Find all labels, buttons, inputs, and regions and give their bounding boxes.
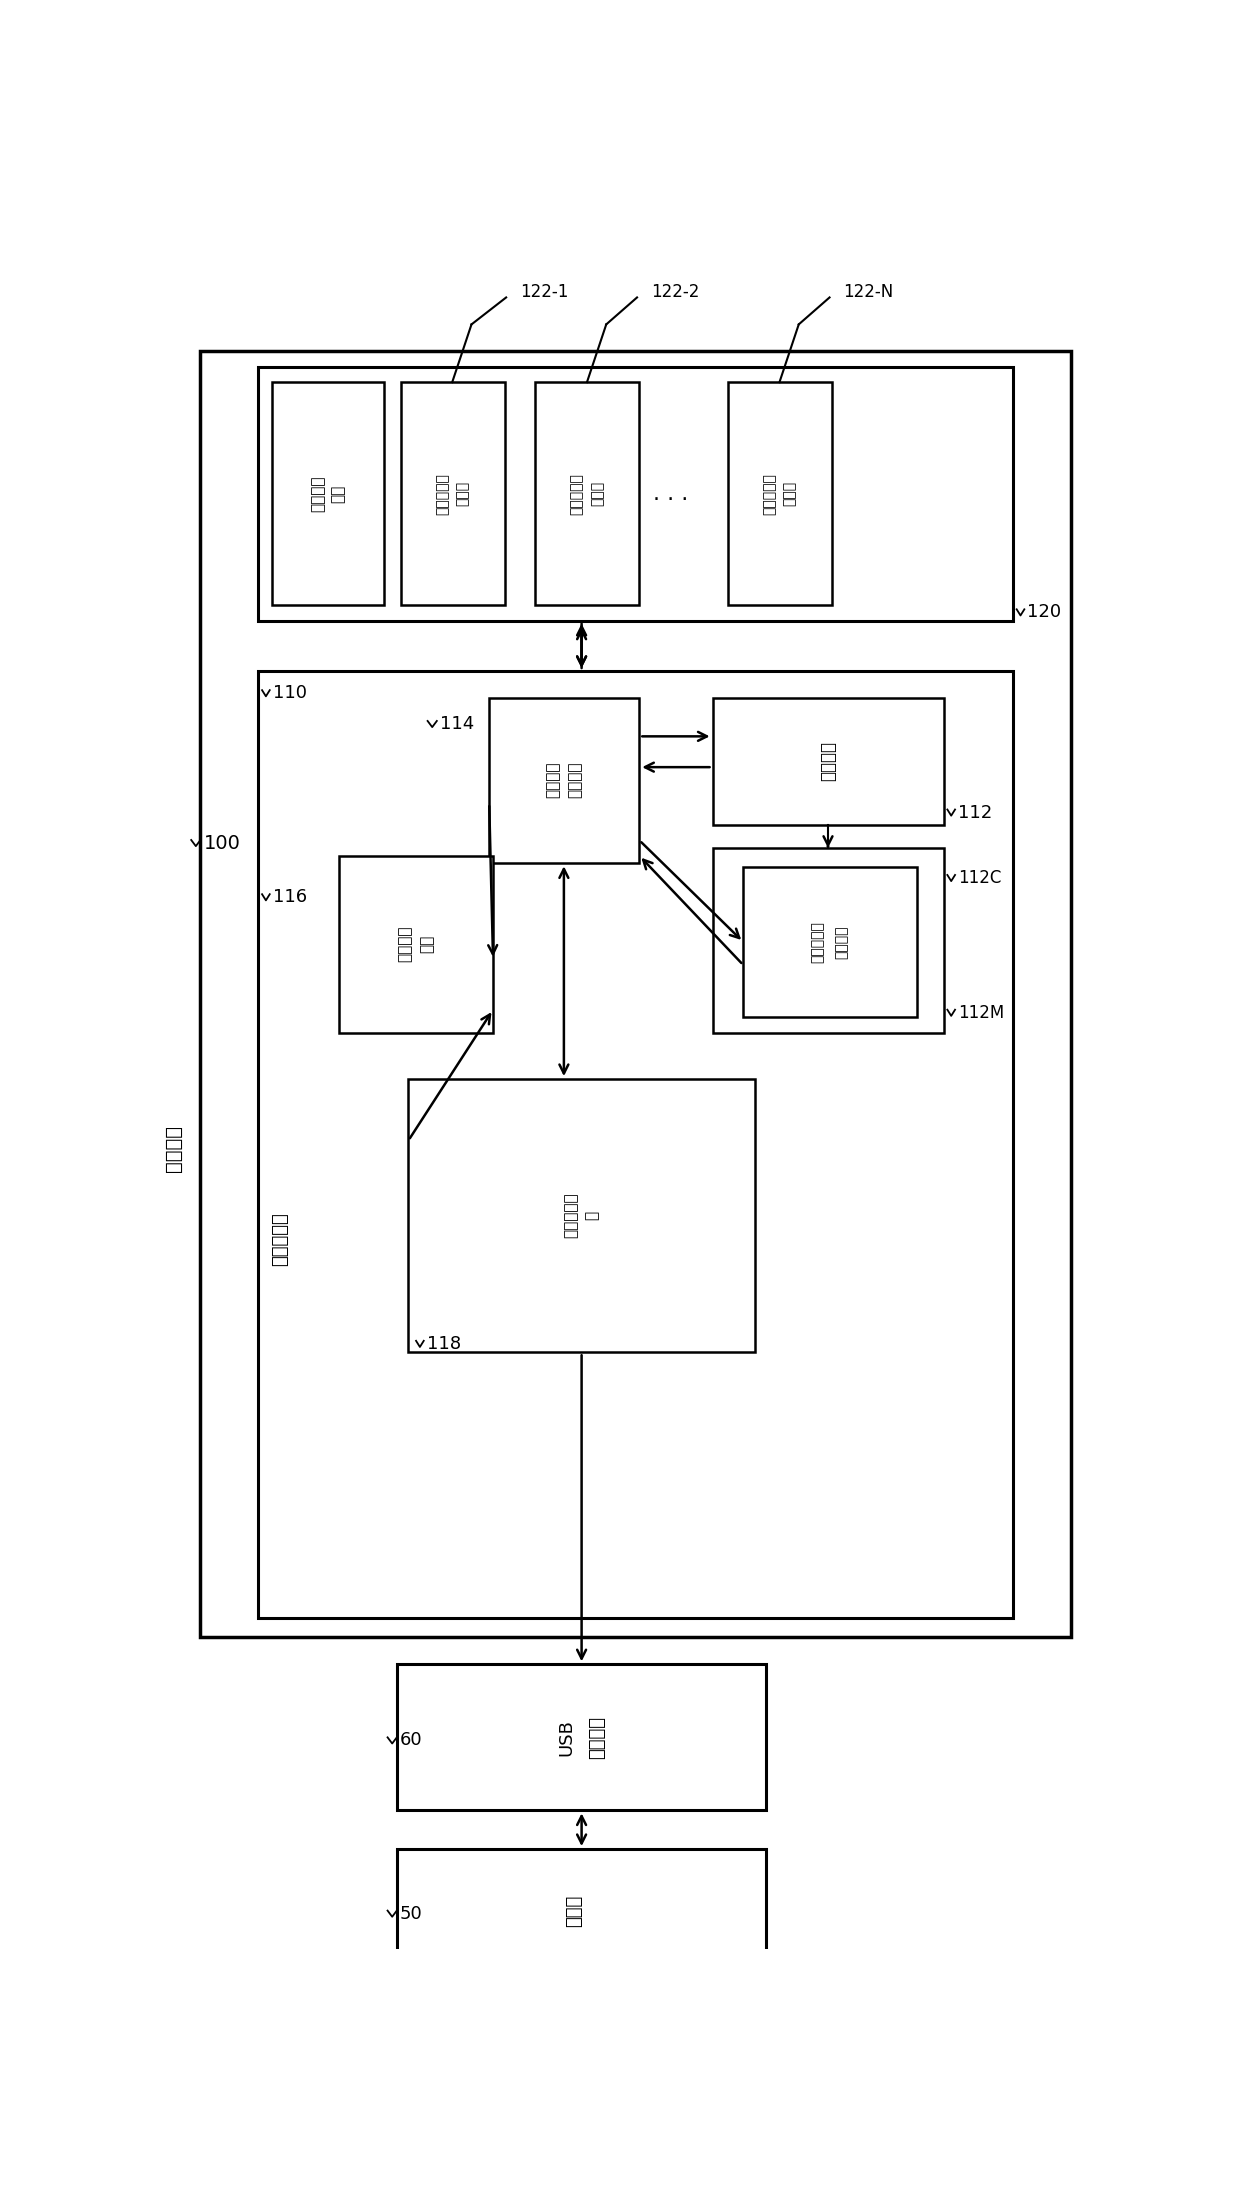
Text: 非挥发性内: 非挥发性内 bbox=[570, 473, 584, 515]
Text: 传输接口电: 传输接口电 bbox=[563, 1194, 578, 1237]
Bar bbox=[536, 381, 640, 604]
Bar bbox=[490, 699, 640, 863]
Text: 微处理器: 微处理器 bbox=[818, 740, 837, 782]
Text: 非挥发性内: 非挥发性内 bbox=[763, 473, 776, 515]
Text: 118: 118 bbox=[427, 1336, 461, 1353]
Bar bbox=[339, 856, 494, 1034]
Bar bbox=[272, 381, 383, 604]
Text: 122-1: 122-1 bbox=[521, 283, 569, 300]
Text: 112: 112 bbox=[959, 804, 992, 821]
Text: 内存控制器: 内存控制器 bbox=[270, 1213, 289, 1266]
Text: 60: 60 bbox=[399, 1732, 423, 1750]
Text: 存组件: 存组件 bbox=[455, 482, 469, 506]
Text: 100: 100 bbox=[203, 834, 241, 852]
Text: 主装置: 主装置 bbox=[565, 1894, 583, 1927]
Text: USB: USB bbox=[557, 1719, 575, 1756]
Text: 内存: 内存 bbox=[330, 484, 345, 504]
Text: 记忆装置: 记忆装置 bbox=[164, 1126, 184, 1172]
Text: 非挥发性内: 非挥发性内 bbox=[435, 473, 449, 515]
Bar bbox=[397, 1848, 766, 1973]
Text: 检验控制: 检验控制 bbox=[546, 762, 560, 799]
Text: 122-N: 122-N bbox=[843, 283, 893, 300]
Text: 逻辑电路: 逻辑电路 bbox=[567, 762, 582, 799]
Text: 只读存储器: 只读存储器 bbox=[810, 922, 825, 964]
Text: 存组件: 存组件 bbox=[590, 482, 604, 506]
Text: . . .: . . . bbox=[652, 484, 688, 504]
Bar bbox=[408, 1080, 755, 1353]
Text: 路: 路 bbox=[585, 1211, 600, 1220]
Text: 110: 110 bbox=[273, 683, 306, 703]
Text: 桥接装置: 桥接装置 bbox=[588, 1715, 606, 1759]
Text: 112C: 112C bbox=[959, 869, 1002, 887]
Bar bbox=[743, 867, 916, 1018]
Bar bbox=[397, 1664, 766, 1811]
Bar bbox=[713, 848, 944, 1034]
Text: 112M: 112M bbox=[959, 1003, 1004, 1023]
Bar bbox=[401, 381, 505, 604]
Text: 120: 120 bbox=[1028, 604, 1061, 622]
Bar bbox=[201, 350, 1070, 1638]
Bar bbox=[258, 670, 1013, 1618]
Text: 116: 116 bbox=[273, 889, 308, 907]
Text: 内存: 内存 bbox=[419, 935, 434, 953]
Text: 存组件: 存组件 bbox=[782, 482, 796, 506]
Text: 114: 114 bbox=[440, 714, 474, 734]
Bar bbox=[713, 699, 944, 826]
Text: 122-2: 122-2 bbox=[651, 283, 699, 300]
Text: 50: 50 bbox=[399, 1905, 423, 1923]
Bar bbox=[258, 366, 1013, 620]
Bar bbox=[728, 381, 832, 604]
Text: 随机存取: 随机存取 bbox=[398, 926, 413, 961]
Text: 非挥发性: 非挥发性 bbox=[310, 475, 325, 512]
Text: 程序代码: 程序代码 bbox=[835, 924, 849, 959]
